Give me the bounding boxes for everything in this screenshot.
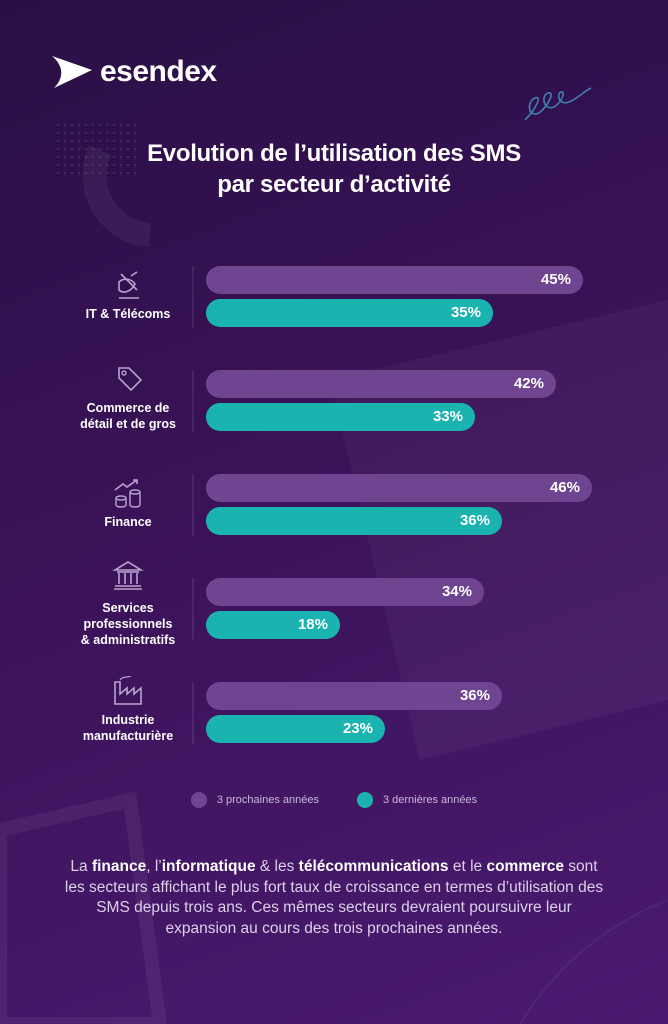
category-label: Services professionnels & administratifs	[68, 600, 188, 648]
category-group: Services professionnels & administratifs 34…	[0, 561, 668, 647]
legend-item-next: 3 prochaines années	[190, 792, 319, 808]
footer-segment: sont les secteurs affichant le plus fort…	[64, 858, 604, 937]
bar-value-label: 23%	[342, 720, 373, 737]
coins-growth-icon	[114, 479, 141, 508]
category-group: Finance 46% 36%	[0, 474, 668, 536]
price-tag-icon	[118, 367, 143, 392]
category-label: IT & Télécoms	[68, 306, 188, 322]
footer-segment: télécommunications	[298, 858, 449, 875]
footer-segment: informatique	[161, 858, 256, 875]
footer-text: La finance, l’informatique & les télécom…	[60, 857, 608, 939]
bar-value-label: 18%	[297, 616, 328, 633]
satellite-icon	[118, 271, 139, 299]
bar-past: 18%	[206, 611, 340, 639]
category-label-line: Finance	[104, 515, 152, 529]
factory-icon	[114, 676, 142, 705]
bar-value-label: 36%	[459, 687, 490, 704]
category-label-line: & administratifs	[80, 633, 176, 647]
logo-arrow-icon	[52, 56, 92, 88]
chart-title: Evolution de l’utilisation des SMS par s…	[0, 138, 668, 200]
bar-value-label: 46%	[549, 479, 580, 496]
esendex-logo: esendex	[50, 54, 217, 90]
category-label-line: Industrie	[101, 713, 155, 727]
divider	[192, 266, 194, 328]
legend: 3 prochaines années 3 dernières années	[0, 792, 668, 808]
bank-building-icon	[112, 561, 144, 590]
bar-next: 36%	[206, 682, 502, 710]
bar-value-label: 36%	[459, 512, 490, 529]
bar-next: 45%	[206, 266, 583, 294]
category-label-line: professionnels	[83, 617, 173, 631]
category-group: IT & Télécoms 45% 35%	[0, 266, 668, 328]
bar-value-label: 42%	[513, 375, 544, 392]
category-label: Industrie manufacturière	[68, 712, 188, 744]
bar-past: 23%	[206, 715, 385, 743]
category-group: Industrie manufacturière 36% 23%	[0, 676, 668, 744]
legend-label: 3 prochaines années	[216, 794, 319, 806]
legend-label: 3 dernières années	[382, 794, 478, 806]
footer-segment: et le	[448, 858, 487, 875]
bar-past: 36%	[206, 507, 502, 535]
divider	[192, 474, 194, 536]
bar-value-label: 34%	[441, 583, 472, 600]
bar-next: 46%	[206, 474, 592, 502]
logo-text: esendex	[100, 55, 217, 88]
footer-segment: commerce	[486, 858, 564, 875]
footer-segment: La	[70, 858, 92, 875]
category-group: Commerce de détail et de gros 42% 33%	[0, 367, 668, 432]
footer-segment: & les	[255, 858, 299, 875]
footer-segment: finance	[91, 858, 147, 875]
title-line: par secteur d’activité	[217, 171, 451, 198]
divider	[192, 370, 194, 432]
category-label-line: manufacturière	[82, 729, 174, 743]
bar-past: 35%	[206, 299, 493, 327]
bar-value-label: 45%	[540, 271, 571, 288]
legend-swatch	[190, 792, 207, 808]
category-label-line: IT & Télécoms	[85, 307, 171, 321]
category-label: Finance	[68, 514, 188, 530]
bar-next: 34%	[206, 578, 484, 606]
category-label-line: détail et de gros	[80, 417, 176, 431]
footer-segment: , l’	[146, 858, 162, 875]
bar-next: 42%	[206, 370, 556, 398]
divider	[192, 578, 194, 640]
legend-swatch	[356, 792, 373, 808]
category-label-line: Services	[102, 601, 154, 615]
legend-item-past: 3 dernières années	[356, 792, 478, 808]
divider	[192, 682, 194, 744]
category-label-line: Commerce de	[86, 401, 170, 415]
bar-value-label: 33%	[432, 408, 463, 425]
bar-value-label: 35%	[450, 304, 481, 321]
bar-past: 33%	[206, 403, 475, 431]
title-line: Evolution de l’utilisation des SMS	[147, 140, 521, 167]
category-label: Commerce de détail et de gros	[68, 400, 188, 432]
